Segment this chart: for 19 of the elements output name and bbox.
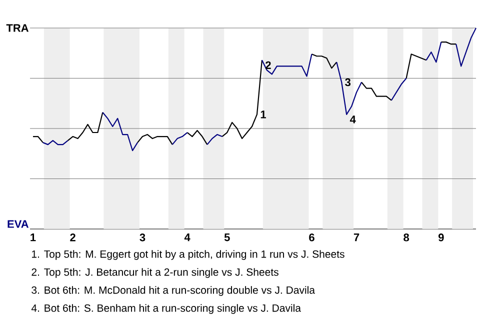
text: EVA: [8, 220, 29, 228]
x-tick-label: 1: [30, 234, 36, 242]
x-tick-label: 3: [140, 234, 146, 242]
text: TRA: [6, 24, 29, 32]
x-tick-label: 8: [404, 234, 410, 242]
x-tick-label: 4: [184, 234, 190, 242]
text: 1. Top 5th: M. Eggert got hit by a pitch, driving in 1 run vs J. Sheets: [32, 250, 344, 260]
annotation: 3: [345, 78, 351, 86]
x-tick-label: 2: [70, 234, 76, 242]
x-tick-label: 7: [354, 234, 360, 242]
x-tick-label: 6: [309, 234, 314, 242]
annotation: 2: [266, 61, 271, 70]
text: 3. Bot 6th: M. McDonald hit a run-scoring double vs J. Davila: [32, 286, 315, 296]
text: 2. Top 5th: J. Betancur hit a 2-run single vs J. Sheets: [32, 268, 278, 278]
text: 4. Bot 6th: S. Benham hit a run-scoring single vs J. Davila: [31, 304, 301, 314]
annotation: 4: [350, 116, 356, 124]
x-tick-label: 9: [438, 234, 444, 242]
annotation: 1: [260, 110, 266, 118]
x-tick-label: 5: [224, 234, 230, 242]
